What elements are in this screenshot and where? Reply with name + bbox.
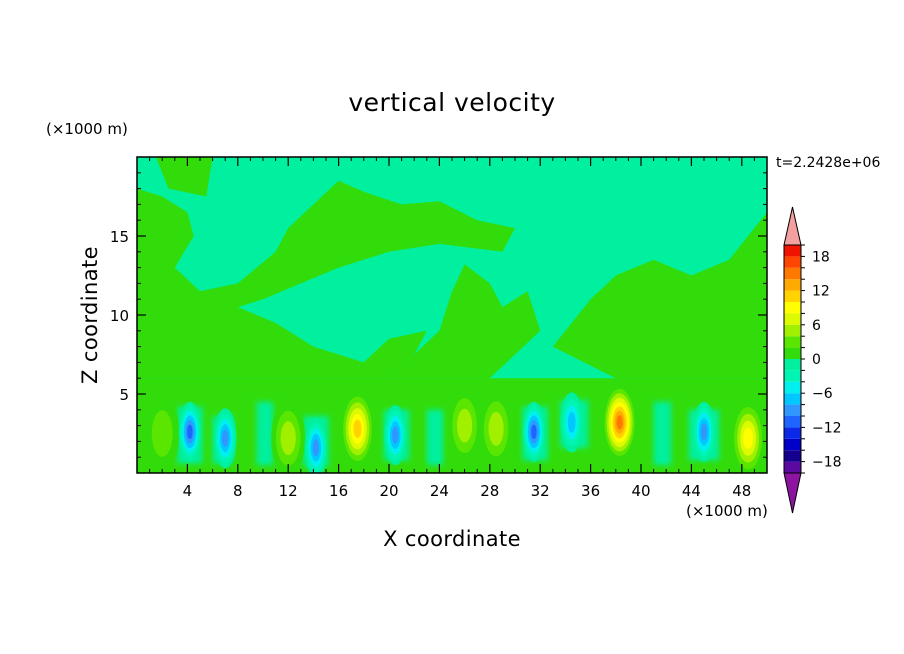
colorbar-tick-label: 6 (812, 318, 821, 334)
colorbar-band (784, 370, 801, 382)
updraft-cell (340, 390, 375, 467)
colorbar-tick-label: 12 (812, 284, 830, 300)
contour-level (567, 412, 576, 433)
neutral-region (256, 401, 274, 466)
colorbar-band (784, 438, 801, 451)
z-axis-unit: (×1000 m) (46, 120, 128, 138)
colorbar-band (784, 267, 801, 280)
colorbar-band (784, 302, 801, 314)
colorbar-band (784, 393, 801, 405)
plot-area (137, 157, 767, 473)
downdraft-cell (304, 417, 328, 473)
colorbar-band (784, 450, 801, 462)
x-tick-label: 44 (682, 482, 701, 500)
x-tick-label: 48 (732, 482, 751, 500)
contour-level (312, 439, 320, 457)
colorbar: 18 12 6 0 −6 −12 −18 (783, 206, 842, 514)
colorbar-under-arrow (783, 472, 802, 514)
updraft-cell (447, 387, 482, 464)
x-tick-label: 36 (581, 482, 600, 500)
neutral-region (653, 401, 672, 466)
updraft-cell (602, 384, 637, 461)
neutral-region (426, 409, 444, 466)
downdraft-cell (384, 405, 407, 466)
contour-level (457, 408, 473, 443)
updraft-cell (479, 390, 514, 467)
x-axis-unit: (×1000 m) (686, 502, 768, 520)
colorbar-band (784, 381, 801, 394)
chart-title: vertical velocity (348, 88, 556, 117)
colorbar-band (784, 336, 801, 348)
downdraft-cell (560, 392, 583, 453)
x-tick-label: 28 (480, 482, 499, 500)
y-axis-label: Z coordinate (78, 246, 102, 384)
downdraft-cell (522, 401, 546, 462)
contour-level (187, 424, 193, 440)
x-tick-label: 24 (430, 482, 449, 500)
colorbar-tick-label: 18 (812, 249, 830, 265)
colorbar-tick-label: −12 (812, 420, 842, 436)
x-tick-label: 8 (233, 482, 243, 500)
y-tick-label: 15 (110, 228, 129, 246)
x-tick-label: 32 (531, 482, 550, 500)
weak-updraft-region (552, 212, 767, 379)
colorbar-band (784, 245, 801, 257)
downdraft-cell (178, 401, 202, 462)
downdraft-cell (692, 401, 716, 462)
contour-level (280, 421, 296, 456)
updraft-cell (271, 400, 306, 473)
contour-level (353, 419, 362, 438)
x-tick-label: 12 (279, 482, 298, 500)
colorbar-band (784, 290, 801, 302)
downdraft-cell (213, 408, 237, 469)
contour-level (392, 426, 399, 444)
contour-level (531, 424, 537, 440)
colorbar-tick-label: −18 (812, 455, 842, 471)
weak-updraft-region (137, 180, 515, 379)
y-tick-label: 10 (110, 307, 129, 325)
x-tick-label: 20 (379, 482, 398, 500)
colorbar-band (784, 461, 801, 473)
contour-level (151, 410, 173, 457)
contour-level (700, 423, 708, 441)
y-tick-label: 5 (119, 386, 129, 404)
weak-updraft-region (137, 157, 213, 197)
colorbar-tick-label: −6 (812, 386, 833, 402)
contour-level (616, 415, 623, 430)
x-tick-label: 16 (329, 482, 348, 500)
colorbar-band (784, 427, 801, 439)
x-tick-label: 4 (183, 482, 193, 500)
contour-level (488, 411, 504, 446)
weak-updraft-region (389, 264, 541, 379)
contour-level (743, 427, 753, 450)
colorbar-tick-label: 0 (812, 352, 821, 368)
colorbar-band (784, 347, 801, 359)
contour-level (222, 429, 229, 447)
updraft-cell (145, 395, 180, 472)
colorbar-band (784, 324, 801, 337)
colorbar-band (784, 359, 801, 371)
x-axis-label: X coordinate (383, 527, 521, 551)
time-stamp: t=2.2428e+06 (776, 155, 881, 171)
colorbar-over-arrow (783, 206, 802, 246)
colorbar-band (784, 256, 801, 268)
x-tick-label: 40 (631, 482, 650, 500)
updraft-cell (731, 400, 766, 473)
colorbar-band (784, 279, 801, 291)
colorbar-band (784, 416, 801, 428)
colorbar-band (784, 404, 801, 416)
colorbar-band (784, 313, 801, 325)
